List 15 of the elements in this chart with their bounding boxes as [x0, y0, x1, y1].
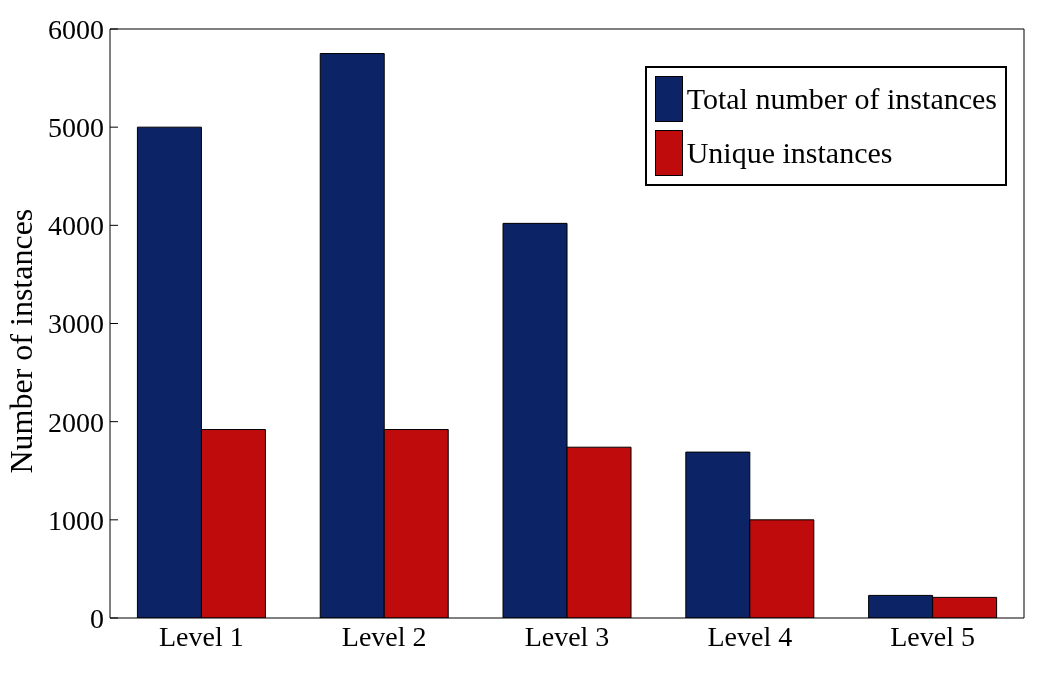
y-tick-label: 4000 [48, 210, 104, 242]
x-tick-label: Level 2 [341, 620, 427, 652]
y-tick-label: 0 [90, 602, 104, 634]
y-axis-title: Number of instances [3, 208, 40, 474]
legend-label: Total number of instances [686, 82, 997, 116]
y-tick-label: 2000 [48, 406, 104, 438]
y-tick-label: 3000 [48, 308, 104, 340]
x-tick-label: Level 3 [524, 620, 610, 652]
y-tick-label: 6000 [48, 13, 104, 45]
x-tick-label: Level 4 [707, 620, 793, 652]
y-tick-label: 5000 [48, 112, 104, 144]
x-tick-label: Level 5 [890, 620, 975, 652]
legend-label: Unique instances [686, 136, 893, 170]
x-tick-label: Level 1 [159, 620, 244, 652]
y-tick-label: 1000 [48, 504, 104, 536]
